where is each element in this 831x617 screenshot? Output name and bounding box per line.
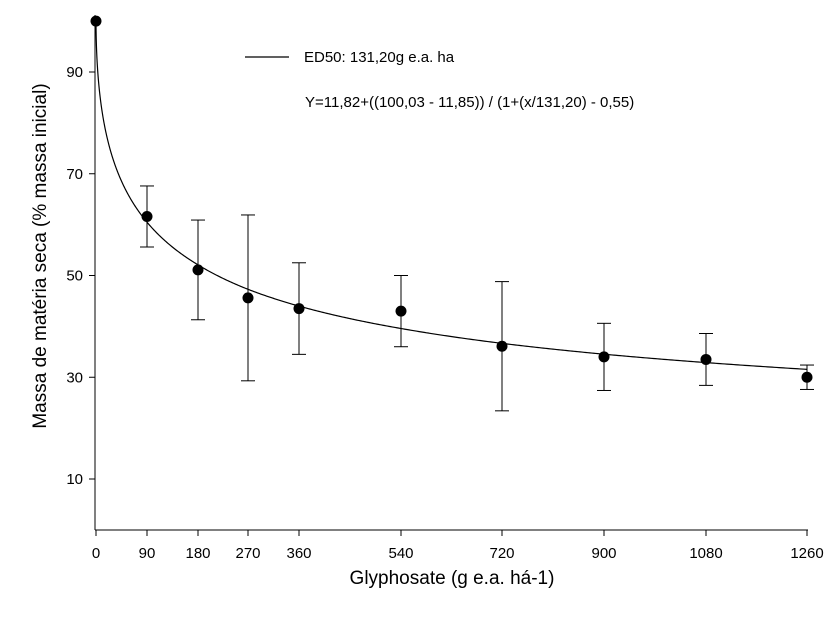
x-tick-label: 90 xyxy=(139,545,156,562)
data-point xyxy=(242,292,254,304)
data-point xyxy=(598,351,610,363)
data-point xyxy=(141,210,153,222)
y-axis-title: Massa de matéria seca (% massa inicial) xyxy=(30,83,51,428)
fit-curve xyxy=(95,20,808,370)
data-point xyxy=(700,353,712,365)
x-tick-label: 1260 xyxy=(790,545,823,562)
data-point xyxy=(90,15,102,27)
axes xyxy=(94,15,808,531)
legend-equation: Y=11,82+((100,03 - 11,85)) / (1+(x/131,2… xyxy=(305,94,634,111)
x-axis-title: Glyphosate (g e.a. há-1) xyxy=(350,568,555,589)
y-tick-label: 50 xyxy=(66,268,83,285)
data-point xyxy=(395,305,407,317)
y-tick-label: 10 xyxy=(66,471,83,488)
y-ticks: 10 30 50 70 90 xyxy=(66,64,95,488)
x-tick-label: 540 xyxy=(388,545,413,562)
x-tick-label: 0 xyxy=(92,545,100,562)
x-tick-label: 900 xyxy=(591,545,616,562)
x-tick-label: 1080 xyxy=(689,545,722,562)
x-tick-label: 270 xyxy=(235,545,260,562)
error-bars xyxy=(140,185,814,412)
y-tick-label: 30 xyxy=(66,369,83,386)
legend-line-label: ED50: 131,20g e.a. ha xyxy=(304,49,455,66)
data-point xyxy=(496,340,508,352)
data-points xyxy=(90,15,813,383)
x-tick-label: 360 xyxy=(286,545,311,562)
data-point xyxy=(801,371,813,383)
y-tick-label: 70 xyxy=(66,166,83,183)
x-tick-label: 180 xyxy=(185,545,210,562)
y-tick-label: 90 xyxy=(66,64,83,81)
data-point xyxy=(192,264,204,276)
x-ticks: 0 90 180 270 360 540 720 900 1080 1260 xyxy=(92,530,824,562)
legend: ED50: 131,20g e.a. ha Y=11,82+((100,03 -… xyxy=(245,49,634,111)
x-tick-label: 720 xyxy=(489,545,514,562)
data-point xyxy=(293,303,305,315)
